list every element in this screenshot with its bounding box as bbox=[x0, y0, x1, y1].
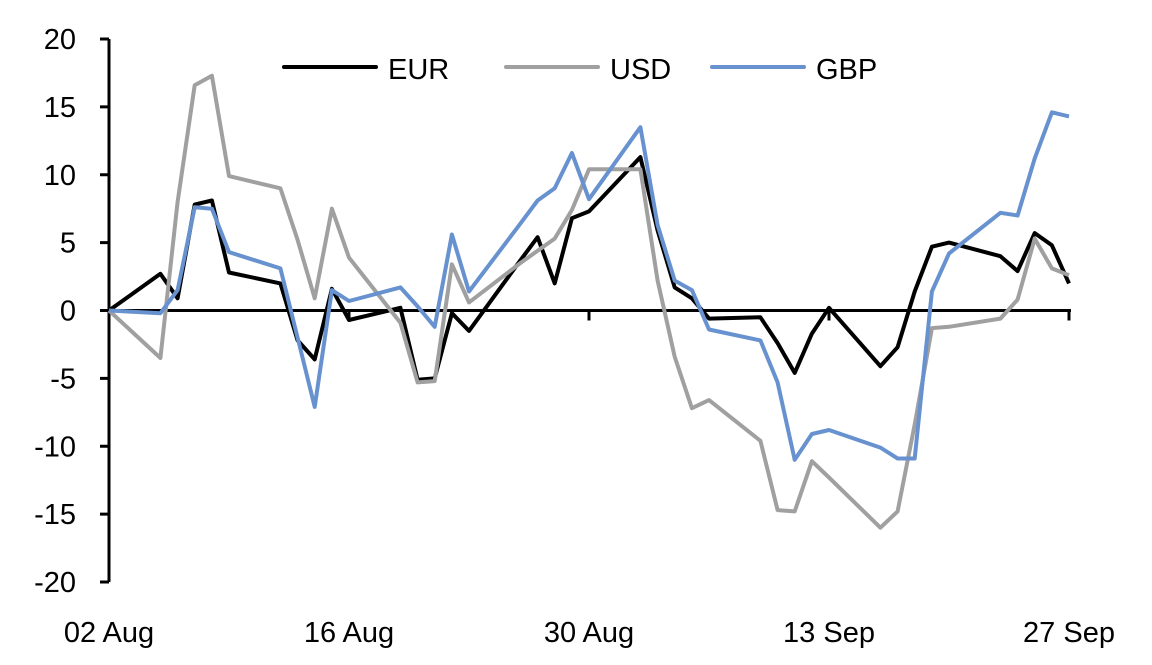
y-tick-label: -5 bbox=[50, 363, 76, 395]
y-tick-label: 10 bbox=[44, 160, 76, 192]
series-line-usd bbox=[107, 73, 1070, 530]
y-tick-label: -15 bbox=[34, 499, 76, 531]
x-tick-label: 27 Sep bbox=[1023, 617, 1115, 649]
x-tick-label: 02 Aug bbox=[64, 617, 154, 649]
series-lines bbox=[107, 73, 1071, 530]
legend-label-gbp: GBP bbox=[816, 54, 877, 86]
y-tick-label: -10 bbox=[34, 431, 76, 463]
legend-label-eur: EUR bbox=[388, 54, 449, 86]
y-tick-label: 0 bbox=[60, 296, 76, 328]
x-tick-label: 13 Sep bbox=[783, 617, 875, 649]
y-tick-label: 5 bbox=[60, 228, 76, 260]
axes: 20 15 10 5 0 -5 -10 -15 -20 02 Aug 16 Aug 30 Aug 13 … bbox=[34, 24, 1115, 649]
x-tick-label: 30 Aug bbox=[544, 617, 634, 649]
series-line-gbp bbox=[108, 110, 1070, 462]
x-tick-label: 16 Aug bbox=[304, 617, 394, 649]
y-tick-label: 20 bbox=[44, 24, 76, 56]
legend: EUR USD GBP bbox=[282, 54, 877, 86]
legend-label-usd: USD bbox=[610, 54, 671, 86]
y-tick-label: 15 bbox=[44, 92, 76, 124]
y-tick-label: -20 bbox=[34, 567, 76, 599]
